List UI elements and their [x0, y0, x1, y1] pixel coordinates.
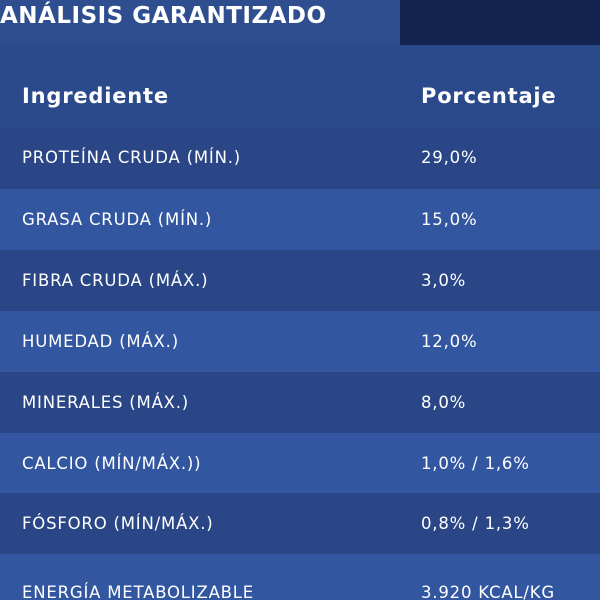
table-row: FIBRA CRUDA (MÁX.) 3,0%	[0, 250, 600, 311]
ingredient-percentage: 3,0%	[421, 271, 467, 290]
ingredient-name: CALCIO (MÍN/MÁX.))	[22, 454, 202, 473]
ingredient-name: GRASA CRUDA (MÍN.)	[22, 210, 213, 229]
header-ingredient: Ingrediente	[22, 84, 169, 108]
title-bar: ANÁLISIS GARANTIZADO	[0, 0, 400, 45]
ingredient-name: HUMEDAD (MÁX.)	[22, 332, 179, 351]
table-row: CALCIO (MÍN/MÁX.)) 1,0% / 1,6%	[0, 433, 600, 493]
header-percentage: Porcentaje	[421, 84, 557, 108]
analysis-table: Ingrediente Porcentaje PROTEÍNA CRUDA (M…	[0, 45, 600, 600]
ingredient-percentage: 3.920 KCAL/KG	[421, 583, 555, 600]
corner-block	[400, 0, 600, 45]
ingredient-name: ENERGÍA METABOLIZABLE	[22, 583, 254, 600]
ingredient-percentage: 12,0%	[421, 332, 478, 351]
table-row: MINERALES (MÁX.) 8,0%	[0, 372, 600, 433]
ingredient-percentage: 1,0% / 1,6%	[421, 454, 530, 473]
table-row: HUMEDAD (MÁX.) 12,0%	[0, 311, 600, 372]
table-row: FÓSFORO (MÍN/MÁX.) 0,8% / 1,3%	[0, 493, 600, 554]
table-row: GRASA CRUDA (MÍN.) 15,0%	[0, 189, 600, 250]
ingredient-percentage: 0,8% / 1,3%	[421, 514, 530, 533]
table-header-row: Ingrediente Porcentaje	[0, 45, 600, 127]
ingredient-name: PROTEÍNA CRUDA (MÍN.)	[22, 148, 242, 167]
table-row: ENERGÍA METABOLIZABLE 3.920 KCAL/KG	[0, 554, 600, 600]
ingredient-name: MINERALES (MÁX.)	[22, 393, 190, 412]
ingredient-percentage: 8,0%	[421, 393, 467, 412]
ingredient-name: FÓSFORO (MÍN/MÁX.)	[22, 514, 214, 533]
page-title: ANÁLISIS GARANTIZADO	[0, 3, 327, 29]
ingredient-percentage: 15,0%	[421, 210, 478, 229]
ingredient-percentage: 29,0%	[421, 148, 478, 167]
table-row: PROTEÍNA CRUDA (MÍN.) 29,0%	[0, 127, 600, 189]
ingredient-name: FIBRA CRUDA (MÁX.)	[22, 271, 209, 290]
